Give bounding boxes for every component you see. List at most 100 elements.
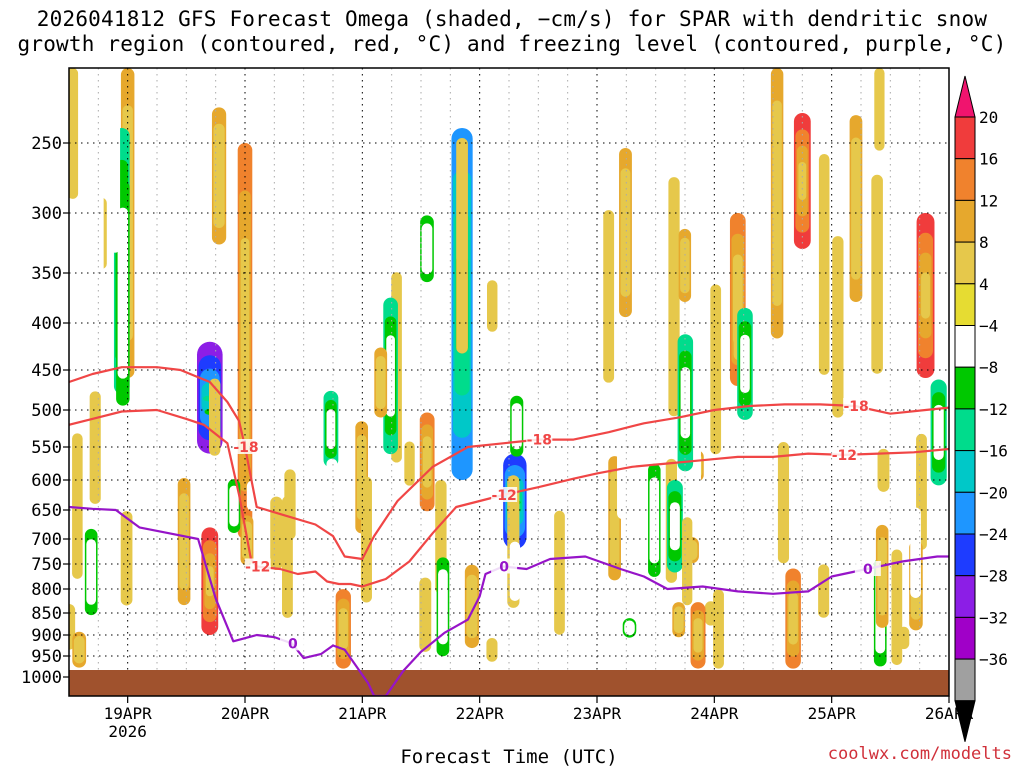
y-tick-label: 450 bbox=[31, 361, 62, 381]
omega-cell bbox=[270, 496, 283, 571]
omega-cell bbox=[668, 177, 680, 417]
omega-cell bbox=[763, 598, 774, 628]
omega-cell bbox=[921, 272, 930, 319]
omega-cell bbox=[213, 123, 225, 229]
colorbar-tick-label: −20 bbox=[979, 483, 1008, 502]
chart-title-line-1: 2026041812 GFS Forecast Omega (shaded, −… bbox=[36, 7, 988, 31]
omega-cell bbox=[710, 284, 722, 455]
contour-label: -12 bbox=[832, 448, 857, 464]
omega-cell bbox=[486, 638, 498, 662]
contour-lines: -18 -18 -18 -12 -12 -12 0 0 0 bbox=[69, 366, 949, 696]
omega-cell bbox=[466, 574, 478, 639]
omega-cell bbox=[891, 549, 903, 666]
omega-cell bbox=[229, 485, 239, 527]
y-tick-label: 750 bbox=[31, 555, 62, 575]
omega-cell bbox=[818, 564, 830, 618]
y-tick-label: 500 bbox=[31, 401, 62, 421]
omega-cell bbox=[109, 68, 121, 253]
x-tick-label: 25APR bbox=[808, 704, 857, 723]
omega-cell bbox=[649, 477, 660, 564]
source-credit: coolwx.com/modelts bbox=[827, 744, 1012, 764]
omega-cell bbox=[456, 138, 468, 354]
omega-cell bbox=[487, 280, 498, 332]
y-tick-label: 650 bbox=[31, 501, 62, 521]
omega-cell bbox=[788, 592, 798, 645]
contour-minus18-dgz-top bbox=[69, 366, 949, 561]
x-tick-label: 19APR bbox=[104, 704, 153, 723]
colorbar-swatch bbox=[954, 366, 976, 410]
colorbar-swatch bbox=[954, 158, 976, 201]
contour-label-bg bbox=[843, 398, 870, 413]
omega-cell bbox=[772, 100, 782, 307]
omega-cell bbox=[209, 378, 221, 456]
y-axis: 2503003504004505005506006507007508008509… bbox=[21, 134, 69, 688]
omega-cell bbox=[740, 334, 750, 394]
contour-label: -18 bbox=[233, 440, 258, 456]
omega-cell bbox=[851, 137, 861, 280]
colorbar-tick-label: 4 bbox=[979, 275, 989, 294]
colorbar-swatch bbox=[954, 575, 976, 618]
omega-cell bbox=[86, 539, 97, 605]
x-tick-label: 21APR bbox=[338, 704, 387, 723]
omega-cell bbox=[531, 277, 544, 454]
y-tick-label: 700 bbox=[31, 530, 62, 550]
colorbar-swatch bbox=[954, 658, 976, 702]
omega-cell bbox=[282, 496, 293, 618]
terrain-ground bbox=[69, 670, 949, 696]
omega-cell bbox=[326, 409, 336, 450]
omega-cell bbox=[877, 537, 887, 616]
omega-cell bbox=[798, 161, 807, 201]
contour-label-bg bbox=[854, 561, 881, 576]
omega-cell bbox=[713, 589, 724, 669]
colorbar-swatch bbox=[954, 283, 976, 326]
omega-cell bbox=[375, 355, 386, 410]
contour-label: 0 bbox=[863, 562, 873, 578]
y-tick-label: 900 bbox=[31, 626, 62, 646]
omega-cell bbox=[617, 368, 629, 520]
omega-cell bbox=[877, 448, 890, 492]
omega-cell bbox=[680, 237, 690, 294]
omega-cell bbox=[338, 608, 348, 650]
contour-zero-freezing-level bbox=[69, 505, 949, 696]
colorbar-tick-label: 8 bbox=[979, 233, 989, 252]
colorbar-tick-label: 16 bbox=[979, 150, 998, 169]
x-axis-label: Forecast Time (UTC) bbox=[400, 746, 617, 768]
colorbar: 20 16 12 8 4 −4 −8 −12 −16 −20 −24 −28 −32 −36 bbox=[954, 75, 1008, 742]
x-tick-label: 24APR bbox=[690, 704, 739, 723]
colorbar-tick-label: −8 bbox=[979, 358, 998, 377]
x-tick-label: 20APR bbox=[221, 704, 270, 723]
omega-cell bbox=[404, 441, 415, 486]
omega-cell bbox=[682, 517, 693, 606]
y-tick-label: 850 bbox=[31, 604, 62, 624]
contour-label-bg bbox=[491, 558, 518, 574]
colorbar-tick-label: −36 bbox=[979, 650, 1008, 669]
plot-frame bbox=[68, 67, 950, 697]
omega-shading bbox=[69, 68, 947, 669]
omega-cell bbox=[73, 636, 85, 664]
colorbar-tick-label: 12 bbox=[979, 191, 998, 210]
y-tick-label: 950 bbox=[31, 647, 62, 667]
x-tick-label: 22APR bbox=[456, 704, 505, 723]
contour-label: -18 bbox=[527, 433, 552, 449]
colorbar-swatch bbox=[954, 533, 976, 577]
colorbar-tick-label: −32 bbox=[979, 608, 1008, 627]
omega-cell bbox=[669, 502, 680, 551]
omega-cell bbox=[624, 620, 635, 636]
contour-label: -18 bbox=[843, 399, 868, 415]
omega-cell bbox=[438, 569, 448, 645]
omega-cell bbox=[72, 433, 83, 579]
contour-label-bg bbox=[233, 439, 259, 454]
omega-cell bbox=[326, 458, 338, 512]
omega-cell bbox=[511, 403, 522, 450]
y-tick-label: 1000 bbox=[21, 668, 62, 688]
omega-cell bbox=[910, 507, 921, 598]
contour-label-bg bbox=[279, 635, 306, 651]
omega-cell bbox=[874, 68, 885, 151]
colorbar-swatch bbox=[954, 450, 976, 493]
omega-cell bbox=[603, 210, 615, 383]
colorbar-swatch-top bbox=[954, 75, 976, 118]
omega-cell bbox=[179, 493, 189, 590]
y-tick-label: 250 bbox=[31, 134, 62, 154]
